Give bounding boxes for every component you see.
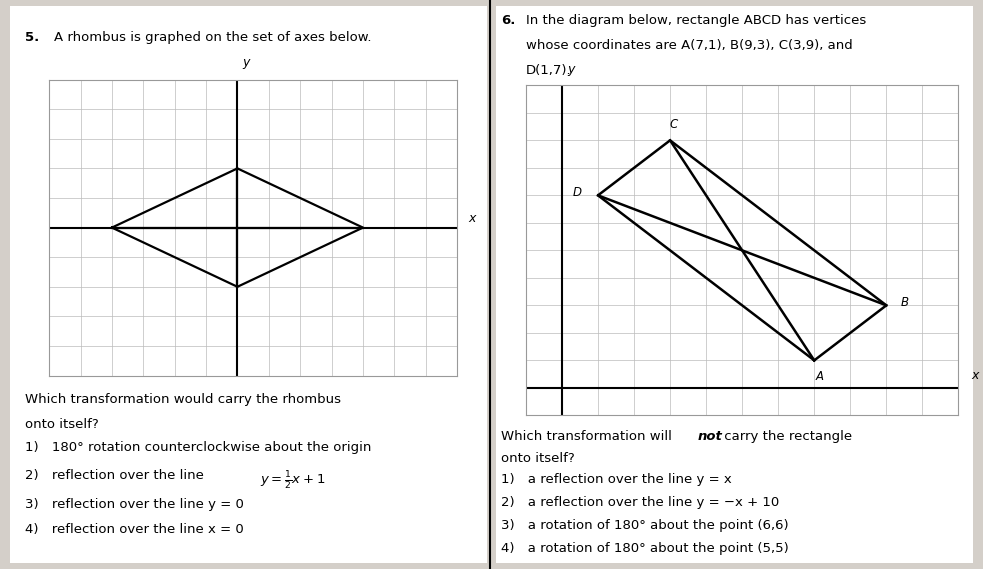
Text: In the diagram below, rectangle ABCD has vertices: In the diagram below, rectangle ABCD has… [526,14,866,27]
Text: 4) reflection over the line x = 0: 4) reflection over the line x = 0 [25,523,244,537]
Text: y: y [242,56,250,69]
Text: $y = \frac{1}{2}x + 1$: $y = \frac{1}{2}x + 1$ [260,469,325,492]
Text: x: x [971,369,978,382]
Text: onto itself?: onto itself? [501,452,575,465]
Text: x: x [468,212,476,225]
Text: Which transformation would carry the rhombus: Which transformation would carry the rho… [25,393,340,406]
Text: 2) reflection over the line: 2) reflection over the line [25,469,207,483]
Text: 2) a reflection over the line y = −x + 10: 2) a reflection over the line y = −x + 1… [501,496,780,509]
Text: 3) a rotation of 180° about the point (6,6): 3) a rotation of 180° about the point (6… [501,519,789,532]
Text: 1) a reflection over the line y = x: 1) a reflection over the line y = x [501,473,732,486]
Text: A: A [816,370,824,383]
Text: y: y [567,63,575,76]
Text: 5.: 5. [25,31,38,44]
Text: A rhombus is graphed on the set of axes below.: A rhombus is graphed on the set of axes … [54,31,372,44]
Text: D(1,7).: D(1,7). [526,64,571,77]
Text: C: C [669,118,678,131]
Text: onto itself?: onto itself? [25,418,98,431]
Text: B: B [900,296,908,309]
Text: D: D [573,186,582,199]
Text: carry the rectangle: carry the rectangle [720,430,851,443]
Text: whose coordinates are A(7,1), B(9,3), C(3,9), and: whose coordinates are A(7,1), B(9,3), C(… [526,39,852,52]
Text: Which transformation will: Which transformation will [501,430,676,443]
Text: 6.: 6. [501,14,516,27]
Text: 3) reflection over the line y = 0: 3) reflection over the line y = 0 [25,498,244,511]
Text: not: not [698,430,723,443]
Text: 4) a rotation of 180° about the point (5,5): 4) a rotation of 180° about the point (5… [501,542,789,555]
Text: 1) 180° rotation counterclockwise about the origin: 1) 180° rotation counterclockwise about … [25,441,371,454]
